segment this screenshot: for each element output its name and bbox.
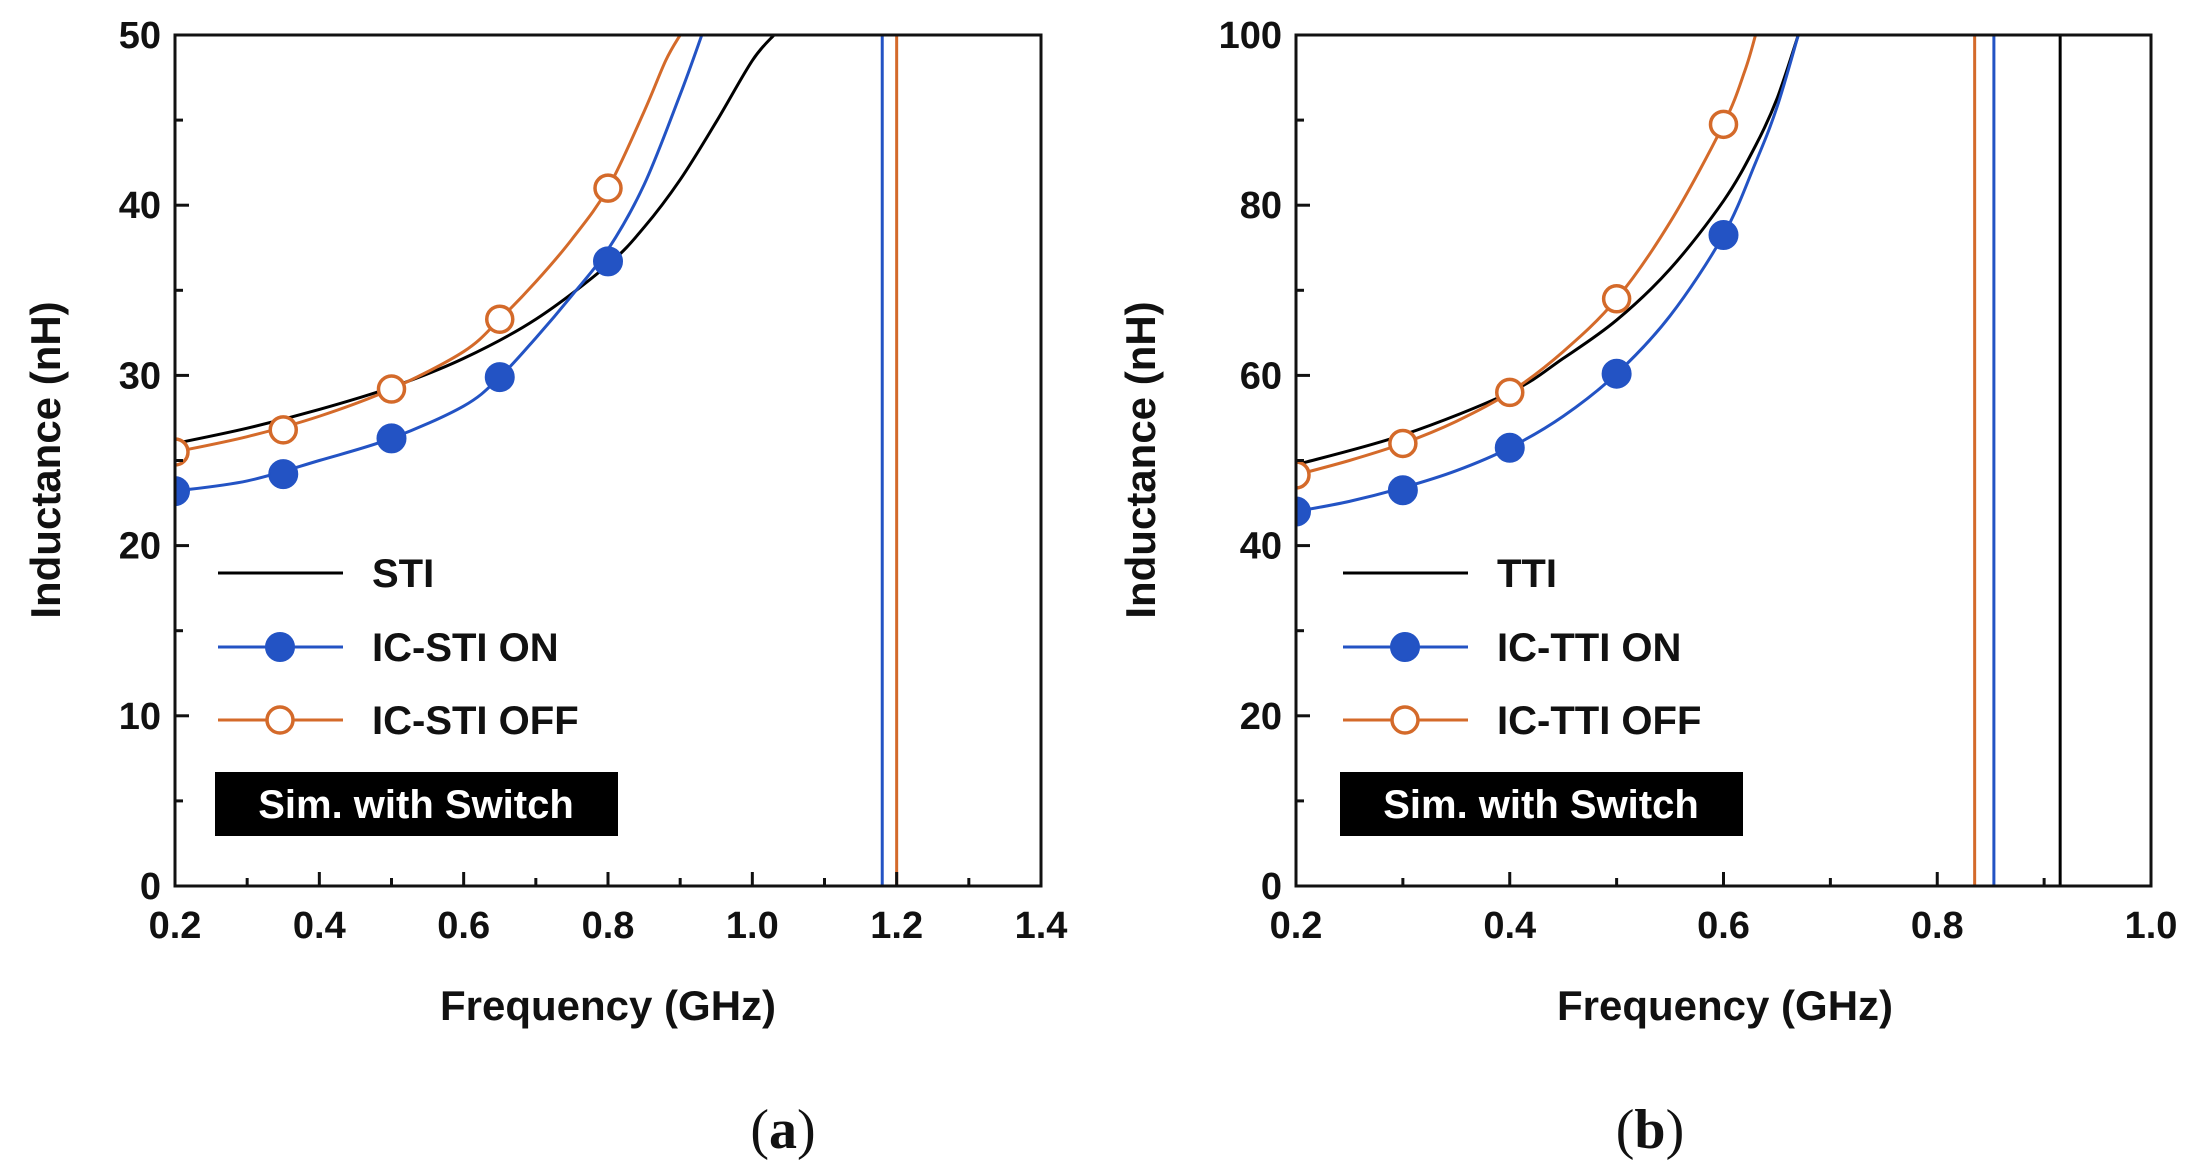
panel-a-y-tick-label: 10 [119, 696, 161, 738]
legend-label-ic-sti-on: IC-STI ON [372, 626, 559, 670]
panel-a-chart: 0.2 0.4 0.6 0.8 1.0 1.2 1.4 0 10 20 30 40 50 Frequen… [22, 15, 1067, 1161]
panel-a-x-tick-label: 1.0 [726, 905, 779, 947]
panel-b-y-tick-label: 40 [1240, 526, 1282, 568]
panel-b-ticks [1294, 33, 2153, 888]
legend-label-ic-tti-on: IC-TTI ON [1497, 626, 1681, 670]
panel-b-x-tick-label: 1.0 [2125, 905, 2178, 947]
legend-marker-ic-tti-off [1390, 705, 1420, 735]
series-marker-ic-tti-on [1601, 358, 1632, 389]
series-line-ic-tti-off [1296, 35, 1757, 477]
series-line-ic-sti-off [175, 35, 682, 454]
panel-b-axes-frame [1294, 33, 2153, 888]
panel-a-plot-area [175, 35, 899, 886]
series-marker-ic-tti-off [1495, 377, 1525, 408]
series-marker-ic-sti-on [593, 246, 623, 277]
panel-b-x-tick-label: 0.6 [1697, 905, 1750, 947]
legend-label-tti: TTI [1497, 552, 1557, 596]
legend-marker-ic-tti-on [1390, 632, 1420, 662]
series-marker-ic-tti-off [1601, 284, 1632, 314]
panel-a-ticks [173, 33, 1043, 888]
panel-a-y-axis-title: Inductance (nH) [22, 301, 69, 618]
panel-a-tick-labels: 0.2 0.4 0.6 0.8 1.0 1.2 1.4 0 10 20 30 40 50 [119, 15, 1068, 947]
series-marker-ic-tti-off [1296, 460, 1311, 490]
series-marker-ic-sti-on [376, 423, 407, 454]
series-marker-ic-sti-on [268, 459, 299, 490]
legend-label-sti: STI [372, 552, 434, 596]
panel-a-y-tick-label: 20 [119, 526, 161, 568]
series-line-ic-tti-on [1296, 35, 1800, 514]
panel-b-y-tick-label: 20 [1240, 696, 1282, 738]
series-marker-ic-tti-on [1387, 475, 1418, 506]
panel-b-y-tick-label: 60 [1240, 355, 1282, 397]
panel-a-label-close: ) [797, 1099, 816, 1161]
series-marker-ic-tti-on [1296, 496, 1311, 527]
series-marker-ic-sti-off [268, 415, 298, 445]
series-marker-ic-sti-off [593, 173, 623, 203]
panel-a-x-tick-label: 0.6 [437, 905, 490, 947]
panel-a-x-tick-label: 1.2 [870, 905, 923, 947]
series-marker-ic-sti-off [485, 304, 515, 334]
panel-a-y-tick-label: 30 [119, 355, 161, 397]
panel-b-label-close: ) [1666, 1099, 1685, 1161]
panel-b-plot-area [1296, 35, 2062, 886]
panel-b-label: (b) [1616, 1099, 1684, 1161]
panel-b-label-open: ( [1616, 1099, 1635, 1161]
panel-a-x-tick-label: 0.8 [582, 905, 635, 947]
panel-b-annotation-text: Sim. with Switch [1383, 783, 1699, 827]
series-marker-ic-tti-on [1494, 432, 1525, 463]
series-marker-ic-tti-off [1708, 109, 1739, 140]
series-marker-ic-sti-on [484, 362, 515, 393]
panel-b-x-tick-label: 0.8 [1911, 905, 1964, 947]
panel-a-annotation-background [215, 772, 618, 836]
panel-a-legend: STI IC-STI ON IC-STI OFF [218, 552, 579, 743]
series-marker-ic-sti-off [376, 374, 407, 404]
panel-a-axes-frame [173, 33, 1043, 888]
series-line-tti [1296, 35, 1800, 467]
panel-b-y-axis-title: Inductance (nH) [1117, 301, 1164, 618]
panel-a-y-tick-label: 50 [119, 15, 161, 57]
series-line-ic-sti-on [175, 35, 704, 493]
series-marker-ic-sti-on [175, 476, 190, 507]
legend-marker-ic-sti-off [265, 705, 295, 735]
panel-a-y-tick-label: 40 [119, 185, 161, 227]
panel-a-label-open: ( [750, 1099, 769, 1161]
panel-b-tick-labels: 0.2 0.4 0.6 0.8 1.0 0 20 40 60 80 100 [1219, 15, 2178, 947]
panel-b-x-axis-title: Frequency (GHz) [1557, 982, 1893, 1029]
series-marker-ic-tti-off [1388, 428, 1418, 459]
panel-a-label-letter: a [769, 1099, 797, 1161]
series-marker-ic-sti-off [175, 437, 190, 467]
panel-b-x-tick-label: 0.4 [1483, 905, 1536, 947]
series-marker-ic-tti-on [1708, 219, 1739, 250]
panel-b-y-tick-label: 100 [1219, 15, 1282, 57]
panel-b-chart: 0.2 0.4 0.6 0.8 1.0 0 20 40 60 80 100 Frequency (G… [1117, 15, 2177, 1161]
panel-a-annotation-text: Sim. with Switch [258, 783, 574, 827]
panel-a-annotation-box: Sim. with Switch [215, 772, 618, 836]
legend-label-ic-sti-off: IC-STI OFF [372, 699, 579, 743]
series-line-sti [175, 35, 776, 445]
panel-b-legend: TTI IC-TTI ON IC-TTI OFF [1343, 552, 1701, 743]
panel-b-label-letter: b [1634, 1099, 1665, 1161]
panel-a-x-tick-label: 0.4 [293, 905, 346, 947]
panel-a-label: (a) [750, 1099, 815, 1161]
legend-marker-ic-sti-on [265, 632, 295, 662]
panel-b-annotation-box: Sim. with Switch [1340, 772, 1743, 836]
panel-b-annotation-background [1340, 772, 1743, 836]
panel-b-y-tick-label: 80 [1240, 185, 1282, 227]
legend-label-ic-tti-off: IC-TTI OFF [1497, 699, 1701, 743]
panel-b-y-tick-label: 0 [1261, 866, 1282, 908]
panel-a-x-axis-title: Frequency (GHz) [440, 982, 776, 1029]
panel-b-x-tick-label: 0.2 [1270, 905, 1323, 947]
panel-a-x-tick-label: 0.2 [149, 905, 202, 947]
panel-a-y-tick-label: 0 [140, 866, 161, 908]
panel-a-x-tick-label: 1.4 [1015, 905, 1068, 947]
